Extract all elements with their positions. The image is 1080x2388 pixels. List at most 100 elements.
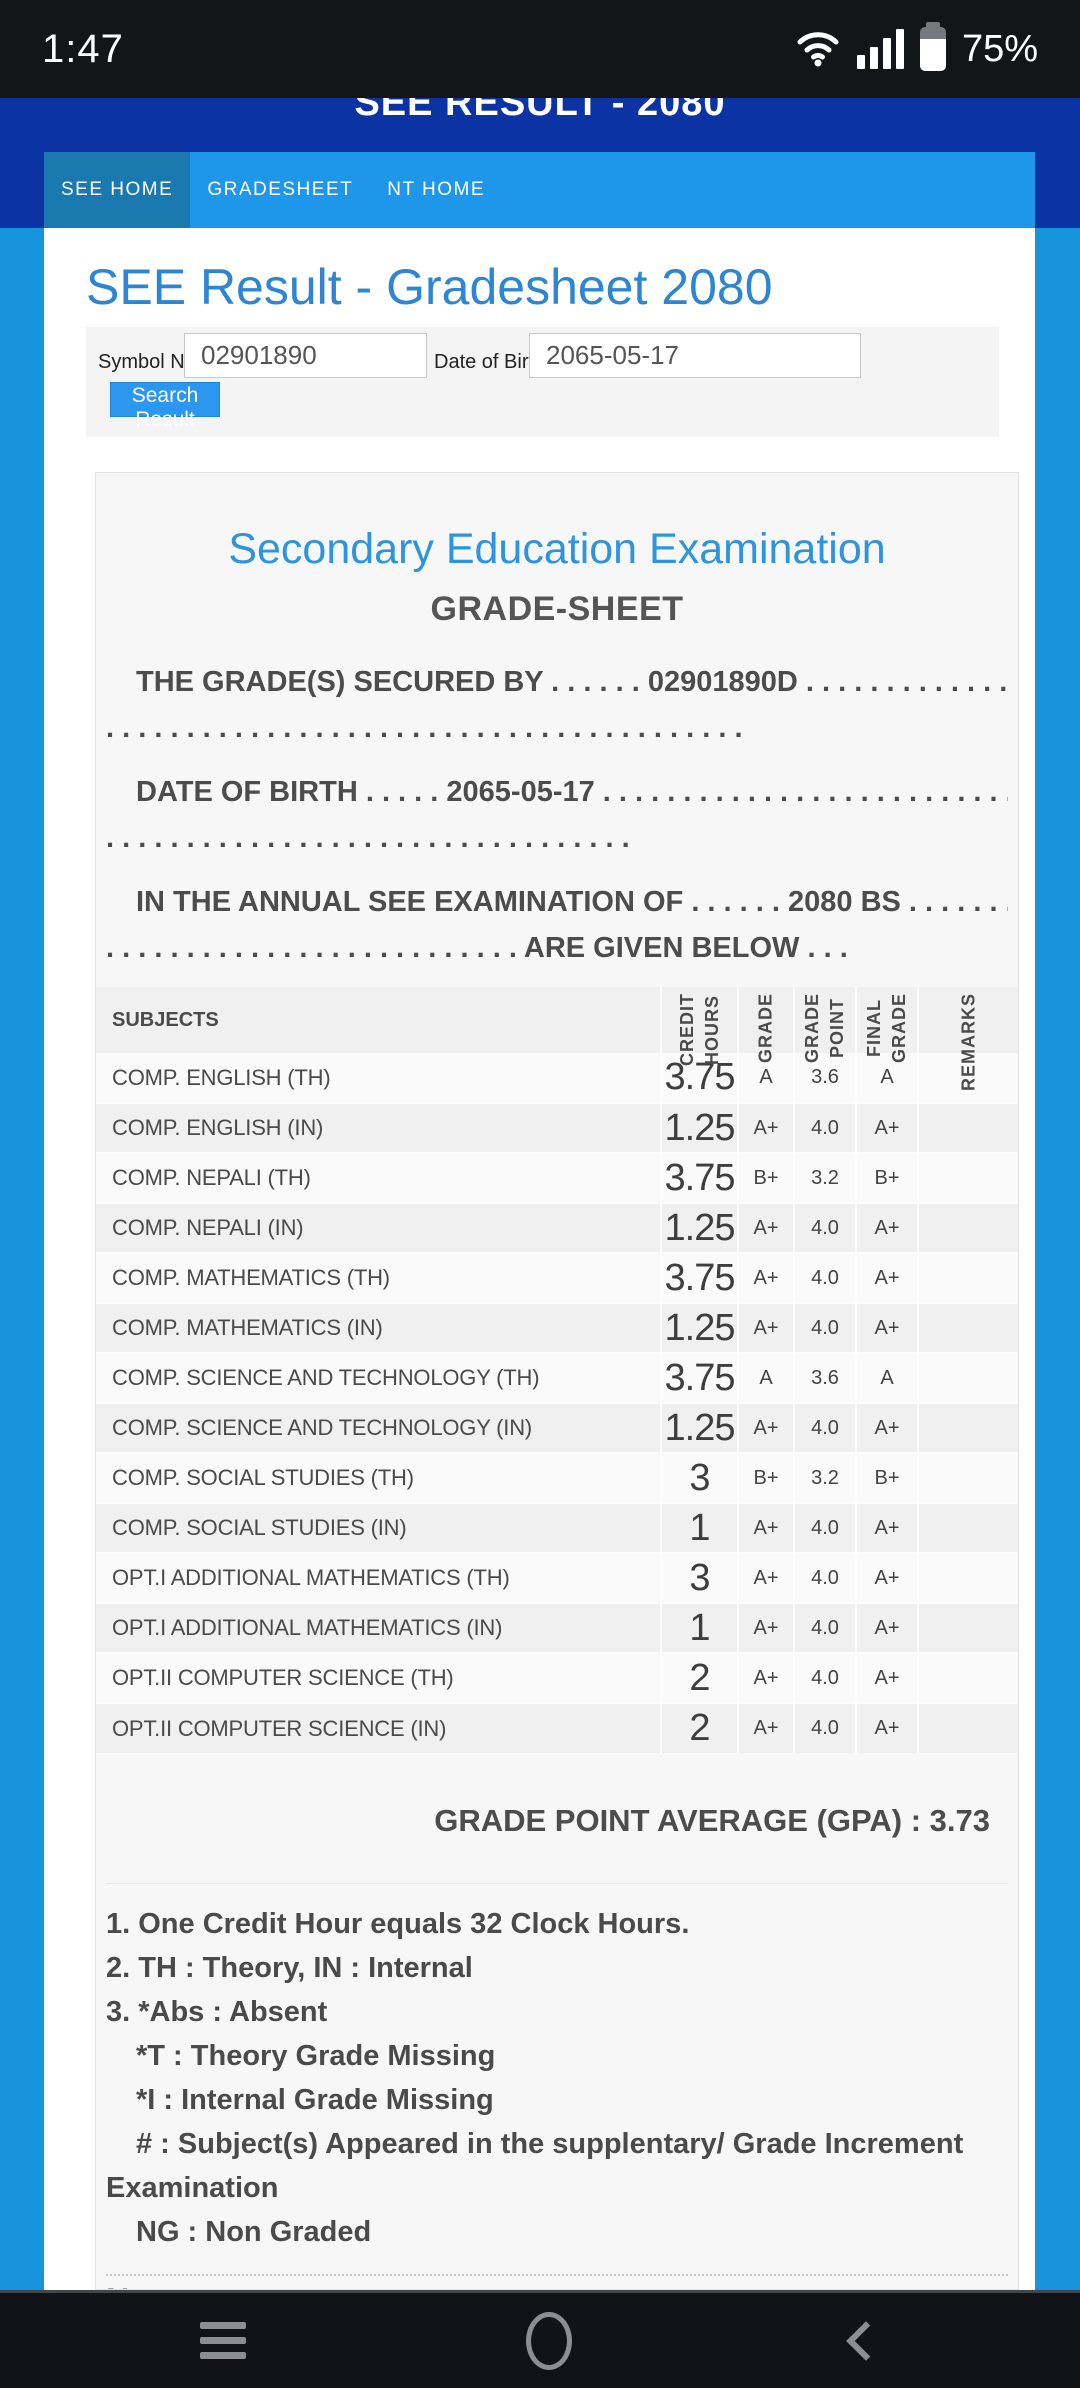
page-content: SEE Result - Gradesheet 2080 Symbol No :… xyxy=(44,228,1035,2290)
cell-final-grade: A xyxy=(855,1053,918,1103)
cell-credit-hours: 1.25 xyxy=(660,1102,738,1153)
cell-credit-hours: 3.75 xyxy=(660,1252,738,1303)
app-header-title: SEE RESULT - 2080 xyxy=(354,98,726,124)
back-icon[interactable] xyxy=(846,2320,886,2361)
cell-subject: COMP. MATHEMATICS (TH) xyxy=(96,1252,661,1303)
cell-grade-point: 3.2 xyxy=(793,1152,856,1203)
date-of-birth-input[interactable] xyxy=(529,333,861,378)
cell-grade-point: 3.6 xyxy=(793,1352,856,1403)
cell-grade: A+ xyxy=(737,1502,794,1553)
grades-table-body: COMP. ENGLISH (TH) 3.75 A 3.6 A COMP. EN… xyxy=(96,1053,1018,1753)
cell-subject: COMP. SOCIAL STUDIES (TH) xyxy=(96,1452,661,1503)
clock-text: 1:47 xyxy=(42,26,124,71)
grades-table: SUBJECTS CREDIT HOURS GRADE GRADE POINT … xyxy=(96,987,1018,1753)
cell-remarks xyxy=(917,1202,1018,1253)
cell-subject: OPT.II COMPUTER SCIENCE (IN) xyxy=(96,1702,661,1753)
cell-final-grade: A+ xyxy=(855,1602,918,1653)
table-row: COMP. SCIENCE AND TECHNOLOGY (IN) 1.25 A… xyxy=(96,1402,1018,1453)
cell-credit-hours: 2 xyxy=(660,1702,738,1753)
cell-grade: A xyxy=(737,1352,794,1403)
cell-credit-hours: 1 xyxy=(660,1602,738,1653)
page-background: SEE Result - Gradesheet 2080 Symbol No :… xyxy=(0,228,1080,2290)
gradesheet-subheading: GRADE-SHEET xyxy=(430,590,684,628)
cell-grade: B+ xyxy=(737,1452,794,1503)
cell-remarks xyxy=(917,1302,1018,1353)
cell-grade-point: 4.0 xyxy=(793,1402,856,1453)
cell-grade: A+ xyxy=(737,1402,794,1453)
cell-grade-point: 3.2 xyxy=(793,1452,856,1503)
table-row: COMP. MATHEMATICS (TH) 3.75 A+ 4.0 A+ xyxy=(96,1252,1018,1303)
cell-remarks xyxy=(917,1402,1018,1453)
recents-icon[interactable] xyxy=(200,2322,246,2359)
table-row: OPT.I ADDITIONAL MATHEMATICS (IN) 1 A+ 4… xyxy=(96,1602,1018,1653)
cell-grade-point: 4.0 xyxy=(793,1652,856,1703)
battery-icon xyxy=(919,22,946,71)
cell-grade: A+ xyxy=(737,1252,794,1303)
intro-block: THE GRADE(S) SECURED BY . . . . . . 0290… xyxy=(106,659,1008,971)
symbol-no-input[interactable] xyxy=(184,333,427,378)
cell-subject: COMP. ENGLISH (IN) xyxy=(96,1102,661,1153)
cell-grade-point: 4.0 xyxy=(793,1502,856,1553)
cell-remarks xyxy=(917,1252,1018,1303)
cell-final-grade: A+ xyxy=(855,1102,918,1153)
cell-final-grade: A+ xyxy=(855,1702,918,1753)
col-header-grade: GRADE xyxy=(737,987,794,1063)
cell-grade-point: 4.0 xyxy=(793,1202,856,1253)
cell-final-grade: B+ xyxy=(855,1452,918,1503)
cell-grade-point: 4.0 xyxy=(793,1602,856,1653)
cell-remarks xyxy=(917,1552,1018,1603)
cell-credit-hours: 3.75 xyxy=(660,1352,738,1403)
cell-final-grade: A+ xyxy=(855,1652,918,1703)
table-row: COMP. ENGLISH (IN) 1.25 A+ 4.0 A+ xyxy=(96,1102,1018,1153)
cell-subject: COMP. NEPALI (TH) xyxy=(96,1152,661,1203)
col-header-final-grade: FINAL GRADE xyxy=(855,987,918,1063)
cell-grade: A+ xyxy=(737,1602,794,1653)
cell-subject: OPT.I ADDITIONAL MATHEMATICS (TH) xyxy=(96,1552,661,1603)
table-row: OPT.II COMPUTER SCIENCE (IN) 2 A+ 4.0 A+ xyxy=(96,1702,1018,1753)
cell-remarks xyxy=(917,1452,1018,1503)
cell-grade-point: 3.6 xyxy=(793,1053,856,1103)
signal-strength-icon xyxy=(856,29,904,69)
note-line: *I : Internal Grade Missing xyxy=(136,2084,494,2116)
status-icons: 75% xyxy=(795,22,1038,72)
cell-final-grade: B+ xyxy=(855,1152,918,1203)
battery-percent-text: 75% xyxy=(961,27,1038,70)
cell-grade: B+ xyxy=(737,1152,794,1203)
tab-see-home[interactable]: SEE HOME xyxy=(44,152,191,228)
notes-divider xyxy=(106,2274,1008,2276)
intro-line: IN THE ANNUAL SEE EXAMINATION OF . . . .… xyxy=(136,886,1008,918)
cell-final-grade: A+ xyxy=(855,1202,918,1253)
cell-grade-point: 4.0 xyxy=(793,1702,856,1753)
cell-credit-hours: 2 xyxy=(660,1652,738,1703)
tab-nt-home[interactable]: NT HOME xyxy=(387,179,485,200)
cell-subject: COMP. SOCIAL STUDIES (IN) xyxy=(96,1502,661,1553)
cell-remarks xyxy=(917,1152,1018,1203)
col-header-subjects: SUBJECTS xyxy=(112,1008,219,1031)
note-line: 1. One Credit Hour equals 32 Clock Hours… xyxy=(106,1908,690,1940)
cell-subject: COMP. SCIENCE AND TECHNOLOGY (IN) xyxy=(96,1402,661,1453)
intro-line: . . . . . . . . . . . . . . . . . . . . … xyxy=(106,932,848,964)
cell-final-grade: A+ xyxy=(855,1302,918,1353)
cell-credit-hours: 3 xyxy=(660,1452,738,1503)
note-line: 3. *Abs : Absent xyxy=(106,1996,328,2028)
cell-credit-hours: 3.75 xyxy=(660,1053,738,1103)
home-icon[interactable] xyxy=(526,2311,572,2370)
note-line: *T : Theory Grade Missing xyxy=(136,2040,496,2072)
search-form: Symbol No : Date of Birth : Search Resul… xyxy=(86,327,999,437)
tab-gradesheet[interactable]: GRADESHEET xyxy=(207,179,354,200)
table-row: OPT.I ADDITIONAL MATHEMATICS (TH) 3 A+ 4… xyxy=(96,1552,1018,1603)
note-line: # : Subject(s) Appeared in the supplenta… xyxy=(106,2128,964,2204)
intro-line: THE GRADE(S) SECURED BY . . . . . . 0290… xyxy=(136,666,1008,698)
cell-subject: COMP. SCIENCE AND TECHNOLOGY (TH) xyxy=(96,1352,661,1403)
footer-note-label: Note : xyxy=(106,2282,1008,2289)
cell-final-grade: A+ xyxy=(855,1502,918,1553)
cell-credit-hours: 1.25 xyxy=(660,1402,738,1453)
cell-remarks xyxy=(917,1053,1018,1103)
cell-remarks xyxy=(917,1702,1018,1753)
page-title: SEE Result - Gradesheet 2080 xyxy=(86,259,773,315)
search-result-button[interactable]: Search Result xyxy=(110,382,220,431)
gradesheet-card: Secondary Education Examination GRADE-SH… xyxy=(95,472,1019,2290)
cell-grade: A+ xyxy=(737,1202,794,1253)
cell-grade-point: 4.0 xyxy=(793,1552,856,1603)
cell-grade: A+ xyxy=(737,1552,794,1603)
